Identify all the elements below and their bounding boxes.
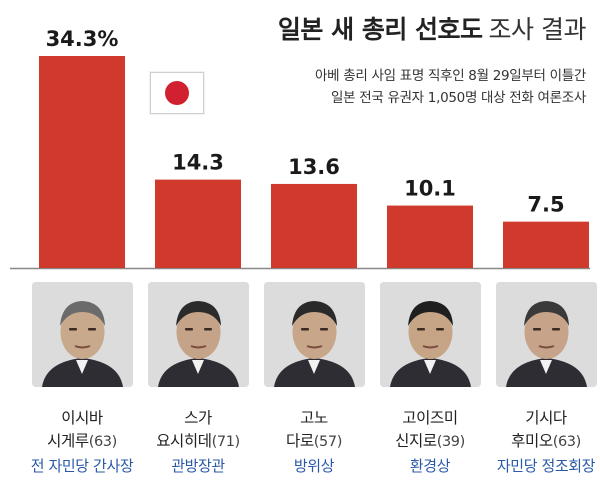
candidate-photo-4 [496,282,597,387]
candidate-age: (39) [436,434,466,450]
bar-1 [155,179,241,268]
bar-4 [503,221,589,268]
candidate-age: (63) [552,434,582,450]
chart-title: 일본 새 총리 선호도 조사 결과 [277,10,587,46]
candidate-name-line1-3: 고이즈미 [402,409,458,427]
candidate-name-line1-4: 기시다 [525,409,567,427]
survey-note-2: 일본 전국 유권자 1,050명 대상 전화 여론조사 [330,90,586,106]
bar-2 [271,183,357,268]
candidate-role-3: 환경상 [409,457,451,475]
bar-value-label-4: 7.5 [527,193,564,217]
candidate-name-line1-2: 고노 [300,409,328,427]
bar-value-label-3: 10.1 [404,177,456,201]
candidate-age: (63) [88,434,118,450]
candidate-given-name: 요시히데 [156,432,212,450]
title-sub: 조사 결과 [488,15,587,44]
candidate-role-0: 전 자민당 간사장 [30,457,134,475]
candidate-age: (57) [313,434,343,450]
candidate-name-line2-0: 시게루(63) [21,429,143,451]
candidate-given-name: 다로 [286,432,314,450]
candidate-name-line1-0: 이시바 [61,409,103,427]
bar-0 [39,56,125,268]
bar-value-label-0: 34.3% [46,27,119,51]
candidate-name-line2-3: 신지로(39) [369,429,491,451]
survey-note-1: 아베 총리 사임 표명 직후인 8월 29일부터 이틀간 [315,68,586,84]
title-main: 일본 새 총리 선호도 [277,15,483,44]
candidate-photo-2 [264,282,365,387]
candidate-name-line2-1: 요시히데(71) [137,429,259,451]
bar-value-label-1: 14.3 [172,151,224,175]
candidate-photo-3 [380,282,481,387]
japan-flag-icon [150,72,204,114]
candidate-photo-0 [32,282,133,387]
bar-3 [387,205,473,268]
bar-value-label-2: 13.6 [288,155,340,179]
candidate-role-2: 방위상 [293,457,335,475]
candidate-name-line2-2: 다로(57) [253,429,375,451]
candidate-name-line1-1: 스가 [184,409,212,427]
candidate-role-4: 자민당 정조회장 [496,457,596,475]
bar-chart: 34.3% 14.3 13.6 10.1 7.5 [10,27,590,270]
candidate-given-name: 신지로 [395,432,437,450]
candidate-age: (71) [211,434,241,450]
candidate-photo-1 [148,282,249,387]
candidate-given-name: 후미오 [511,432,553,450]
candidate-role-1: 관방장관 [171,457,225,475]
candidate-name-line2-4: 후미오(63) [485,429,600,451]
candidate-given-name: 시게루 [47,432,89,450]
